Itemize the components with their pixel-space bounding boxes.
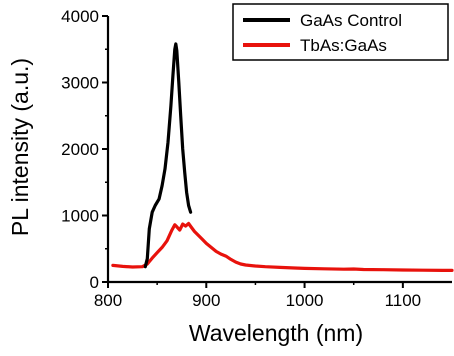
series-line-tbas-gaas: [111, 221, 454, 272]
y-axis-title: PL intensity (a.u.): [7, 58, 33, 236]
x-tick-label: 900: [192, 291, 220, 310]
x-tick-label: 1000: [286, 291, 324, 310]
y-tick-label: 4000: [61, 7, 99, 26]
y-tick-label: 3000: [61, 74, 99, 93]
x-tick-label: 800: [94, 291, 122, 310]
legend-items: GaAs Control TbAs:GaAs: [243, 11, 402, 55]
legend-box: [232, 3, 449, 61]
legend-label: TbAs:GaAs: [300, 36, 387, 55]
legend-label: GaAs Control: [300, 11, 402, 30]
series-layer: [111, 42, 454, 272]
y-ticks-layer: 0 1000 2000 3000 4000: [61, 7, 108, 292]
y-tick-label: 0: [90, 273, 99, 292]
x-axis-title: Wavelength (nm): [189, 320, 363, 346]
legend: GaAs Control TbAs:GaAs: [232, 3, 449, 61]
x-tick-label: 1100: [385, 291, 422, 310]
x-ticks-layer: 800 900 1000 1100: [94, 282, 421, 310]
series-line-gaas-control: [143, 42, 193, 269]
y-tick-label: 2000: [61, 140, 99, 159]
y-tick-label: 1000: [61, 207, 99, 226]
